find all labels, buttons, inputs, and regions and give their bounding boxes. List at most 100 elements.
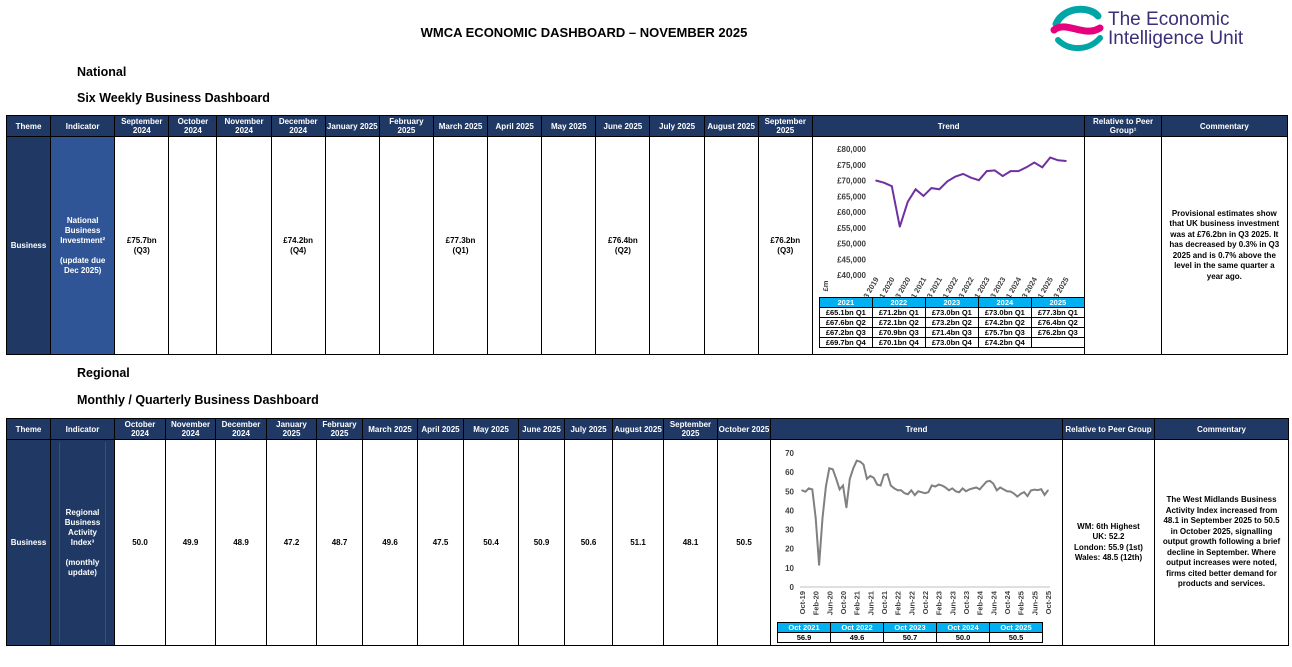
mini-oct-header: Oct 2023 (883, 622, 937, 633)
table2-month-header: September 2025 (663, 418, 718, 440)
table1-indicator-header: Indicator (50, 115, 116, 137)
table2-month-header: December 2024 (215, 418, 267, 440)
table1-trend-header: Trend (811, 115, 1086, 137)
table2-value-cell: 47.5 (417, 439, 464, 646)
table1-trend-cell: £80,000 £75,000 £70,000 £65,000 £60,000 £55,0… (811, 136, 1086, 355)
logo-line-1: The Economic (1108, 9, 1230, 30)
data-point (948, 489, 950, 492)
data-point (808, 487, 810, 490)
data-point (821, 517, 824, 519)
table2-month-header: February 2025 (316, 418, 363, 440)
table2-value-cell: 50.9 (518, 439, 565, 646)
table1-value-cell (216, 136, 272, 355)
x-tick-label: Jun-21 (866, 591, 875, 615)
data-point (879, 484, 882, 487)
table1-theme-cell: Business (5, 136, 52, 355)
data-point (835, 478, 837, 480)
table2-value-cell: 50.4 (463, 439, 519, 646)
value-text: £74.2bn (283, 235, 314, 245)
y-tick-label: 40 (785, 506, 794, 515)
x-tick-label: Feb-23 (935, 591, 944, 615)
table1-data-row: Business National Business Investment² (… (5, 136, 1289, 355)
data-point (818, 564, 820, 566)
table2-theme-header: Theme (6, 418, 51, 440)
mini-cell: 49.6 (830, 632, 884, 643)
y-tick-label: £80,000 (837, 145, 866, 154)
data-point (862, 463, 865, 466)
mini-cell: £71.2bn Q1 (871, 307, 926, 318)
data-point (962, 173, 964, 175)
data-point (978, 488, 981, 491)
table2-value-cell: 48.7 (316, 439, 363, 646)
business-activity-series-line (801, 459, 1049, 566)
regional-business-table: Theme Indicator October 2024 November 20… (6, 418, 1289, 646)
data-point (993, 169, 996, 172)
data-point (931, 484, 933, 487)
x-tick-label: Oct-24 (1003, 590, 1012, 614)
data-point (989, 479, 991, 482)
mini-oct-header: Oct 2021 (777, 622, 831, 633)
data-point (1040, 488, 1042, 490)
table1-value-cell (324, 136, 380, 355)
data-point (838, 488, 841, 491)
x-tick-label: Jun-22 (907, 591, 916, 615)
data-point (811, 488, 814, 491)
value-text: £77.3bn (445, 235, 476, 245)
table2-indicator-note: (monthly update) (65, 557, 100, 577)
y-tick-label: 60 (785, 468, 794, 477)
y-tick-label: 10 (785, 564, 794, 573)
quarter-text: (Q2) (614, 245, 631, 255)
table2-indicator-header: Indicator (50, 418, 115, 440)
mini-cell: £76.4bn Q2 (1030, 317, 1085, 328)
x-tick-label: Feb-20 (812, 591, 821, 615)
quarter-text: (Q3) (133, 245, 150, 255)
data-point (859, 460, 861, 463)
data-point (875, 179, 877, 182)
section-regional-subheading: Monthly / Quarterly Business Dashboard (77, 393, 319, 407)
mini-cell: 56.9 (777, 632, 831, 643)
data-point (946, 180, 948, 183)
data-point (917, 490, 919, 493)
data-point (1030, 489, 1032, 492)
table1-header-row: Theme Indicator September 2024 October 2… (5, 115, 1289, 137)
eiu-logo: The Economic Intelligence Unit (1050, 4, 1290, 54)
y-tick-label: £70,000 (837, 177, 866, 186)
data-point (913, 494, 916, 496)
section-regional-heading: Regional (77, 366, 130, 380)
data-point (1065, 160, 1067, 162)
y-tick-label: 30 (785, 526, 794, 535)
table1-value-cell: £77.3bn (Q1) (432, 136, 489, 355)
table1-value-cell: £76.2bn (Q3) (757, 136, 813, 355)
table2-theme-cell: Business (6, 439, 51, 646)
data-point (970, 176, 972, 179)
mini-cell: £75.7bn Q3 (977, 327, 1032, 338)
data-point (849, 478, 851, 480)
y-tick-label: £50,000 (837, 240, 866, 249)
table2-value-cell: 50.0 (114, 439, 166, 646)
data-point (1033, 161, 1035, 164)
data-point (1049, 156, 1051, 159)
data-point (906, 201, 909, 203)
mini-cell (1030, 337, 1085, 348)
table2-month-header: July 2025 (564, 418, 613, 440)
data-point (992, 482, 995, 485)
mini-cell: £73.0bn Q1 (924, 307, 979, 318)
mini-cell: £69.7bn Q4 (818, 337, 873, 348)
x-tick-label: Jun-20 (825, 591, 834, 615)
data-point (1043, 494, 1046, 496)
data-point (1057, 159, 1059, 162)
table2-peer-header: Relative to Peer Group (1062, 418, 1155, 440)
data-point (958, 491, 960, 494)
peer-line: WM: 6th Highest (1077, 521, 1140, 531)
data-point (954, 175, 956, 178)
business-investment-chart: £80,000 £75,000 £70,000 £65,000 £60,000 £55,0… (821, 145, 1071, 298)
x-tick-label: Jun-25 (1030, 591, 1039, 615)
data-point (842, 484, 844, 487)
table1-theme-header: Theme (5, 115, 52, 137)
mini-cell: 50.5 (989, 632, 1043, 643)
table2-month-header: January 2025 (266, 418, 317, 440)
table1-indicator-note: (update due Dec 2025) (59, 255, 106, 275)
table1-commentary-cell: Provisional estimates show that UK busin… (1160, 136, 1289, 355)
table1-month-header: September 2025 (757, 115, 813, 137)
mini-oct-header: Oct 2022 (830, 622, 884, 633)
